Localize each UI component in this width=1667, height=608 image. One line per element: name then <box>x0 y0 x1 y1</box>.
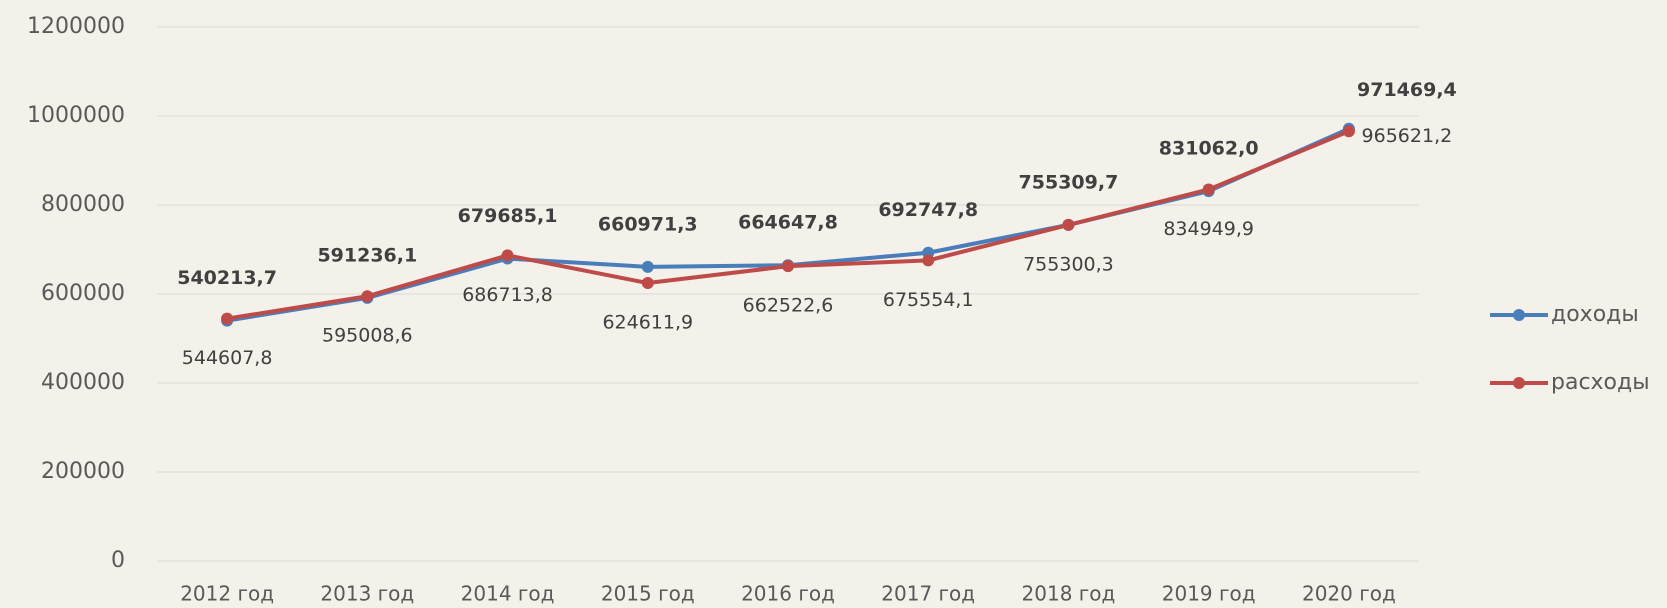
legend-label: доходы <box>1551 302 1639 327</box>
x-tick-label: 2019 год <box>1162 582 1256 606</box>
y-tick-label: 0 <box>111 548 125 573</box>
data-label: 662522,6 <box>743 295 834 317</box>
y-tick-label: 800000 <box>41 192 125 217</box>
x-tick-label: 2016 год <box>741 582 835 606</box>
data-label: 692747,8 <box>878 199 978 221</box>
point <box>1342 125 1355 138</box>
x-tick-label: 2018 год <box>1022 582 1116 606</box>
data-label: 686713,8 <box>462 284 553 306</box>
point <box>501 249 514 262</box>
data-label: 965621,2 <box>1362 125 1453 147</box>
point <box>641 260 654 273</box>
y-tick-label: 400000 <box>41 370 125 395</box>
legend-label: расходы <box>1551 370 1650 395</box>
data-label: 544607,8 <box>182 347 273 369</box>
data-label: 755309,7 <box>1019 171 1119 193</box>
x-tick-label: 2013 год <box>320 582 414 606</box>
data-label: 624611,9 <box>602 312 693 334</box>
point <box>361 290 374 303</box>
point <box>1202 183 1215 196</box>
x-tick-label: 2015 год <box>601 582 695 606</box>
y-tick-label: 1000000 <box>27 103 125 128</box>
point <box>782 260 794 273</box>
data-label: 591236,1 <box>317 244 417 266</box>
data-label: 755300,3 <box>1023 253 1114 275</box>
data-label: 664647,8 <box>738 212 838 234</box>
x-tick-label: 2014 год <box>461 582 555 606</box>
x-tick-label: 2012 год <box>180 582 274 606</box>
x-tick-label: 2017 год <box>881 582 975 606</box>
point <box>221 312 234 325</box>
data-label: 831062,0 <box>1159 138 1259 160</box>
data-label: 540213,7 <box>177 267 277 289</box>
point <box>922 254 935 267</box>
data-label: 971469,4 <box>1357 79 1457 101</box>
data-label: 834949,9 <box>1163 218 1254 240</box>
y-tick-label: 200000 <box>41 459 125 484</box>
legend-marker <box>1513 309 1525 321</box>
x-tick-label: 2020 год <box>1302 582 1396 606</box>
legend-marker <box>1513 377 1525 389</box>
y-tick-label: 600000 <box>41 281 125 306</box>
y-tick-label: 1200000 <box>27 14 125 39</box>
data-label: 595008,6 <box>322 325 413 347</box>
point <box>1062 218 1075 231</box>
point <box>641 277 654 290</box>
data-label: 660971,3 <box>598 213 698 235</box>
data-label: 675554,1 <box>883 289 974 311</box>
data-label: 679685,1 <box>458 205 558 227</box>
